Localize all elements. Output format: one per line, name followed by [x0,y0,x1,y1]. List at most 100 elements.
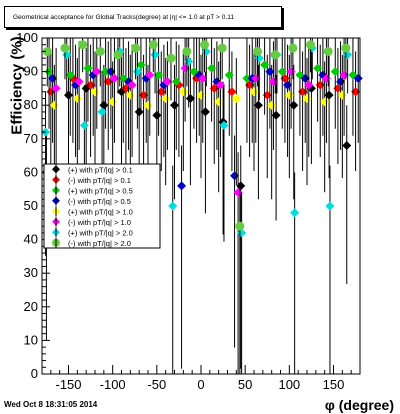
data-point [178,87,188,97]
data-point [253,46,263,56]
data-point [92,67,102,77]
data-point [277,67,287,77]
y-tick-label: 70 [24,131,38,146]
x-axis-label: φ (degree) [324,397,394,413]
data-point [323,46,333,56]
data-point [302,93,312,103]
x-tick-label: 50 [238,377,252,392]
data-point [143,100,153,110]
data-point [288,43,298,53]
legend-box [43,163,161,249]
data-point [337,90,347,100]
data-point [51,83,61,93]
legend-label: (+) with pT/|q| > 0.1 [68,165,133,174]
data-point [207,63,217,73]
y-tick-label: 30 [24,265,38,280]
data-point [72,93,82,103]
data-point [113,50,123,60]
data-point [109,73,119,83]
y-tick-label: 40 [24,232,38,247]
data-point [145,70,155,80]
data-point [154,70,164,80]
x-tick-label: -50 [147,377,166,392]
data-point [108,97,118,107]
data-point [131,43,141,53]
data-point [161,93,171,103]
data-point [64,90,73,100]
legend-label: (+) with pT/|q| > 2.0 [68,228,133,237]
x-tick-label: 100 [278,377,300,392]
data-point [170,100,179,110]
data-point [177,181,187,191]
data-point [235,221,245,231]
y-tick-label: 100 [16,30,38,45]
data-point [341,43,351,53]
legend-label: (-) with pT/|q| > 0.1 [68,176,131,185]
data-point [97,107,107,117]
y-tick-label: 10 [24,332,38,347]
data-point [162,77,172,87]
data-point [74,77,84,87]
data-point [304,80,314,90]
data-point [214,97,224,107]
data-point [253,100,263,110]
data-point [79,120,89,130]
data-point [42,46,52,56]
y-axis-label: Efficiency (%) [8,36,26,135]
data-point [152,110,162,120]
data-point [313,63,323,73]
legend-label: (-) with pT/|q| > 2.0 [68,239,131,248]
data-point [219,120,229,130]
data-point [134,107,144,117]
data-point [217,43,227,53]
x-tick-label: -100 [100,377,126,392]
y-tick-label: 80 [24,97,38,112]
data-point [242,73,252,83]
x-tick-label: 150 [323,377,345,392]
data-point [284,90,294,100]
data-point [83,63,93,73]
timestamp: Wed Oct 8 18:31:05 2014 [4,400,98,409]
data-point [249,87,259,97]
data-point [196,90,206,100]
data-point [148,40,158,50]
data-point [65,70,75,80]
y-tick-label: 60 [24,164,38,179]
chart-title: Geometrical acceptance for Global Tracks… [4,6,282,28]
data-point [342,141,352,151]
legend-label: (-) with pT/|q| > 1.0 [68,218,131,227]
data-point [198,73,208,83]
data-point [182,46,192,56]
data-point [95,46,105,56]
data-point [62,50,72,60]
data-point [215,80,225,90]
data-point [231,93,241,103]
data-point [330,67,340,77]
y-tick-label: 90 [24,64,38,79]
data-point [267,100,277,110]
data-point [60,43,70,53]
data-point [290,208,300,218]
data-point [99,100,109,110]
data-point [254,53,264,63]
data-point [171,77,181,87]
y-tick-label: 0 [31,366,38,381]
axes-layer: 0 10 20 30 40 50 60 70 80 90 100 -150 -100 -50 0 50 100 1… [16,30,352,392]
y-tick-label: 20 [24,299,38,314]
data-point [200,40,210,50]
data-point [306,40,316,50]
data-point [78,40,88,50]
data-point [320,97,330,107]
legend-label: (-) with pT/|q| > 0.5 [68,197,131,206]
x-tick-label: -150 [55,377,81,392]
data-point [136,60,146,70]
data-point [125,90,135,100]
data-point [270,50,280,60]
legend-label: (+) with pT/|q| > 1.0 [68,207,133,216]
data-point [224,70,234,80]
data-point [260,60,270,70]
y-tick-label: 50 [24,198,38,213]
data-point [101,67,111,77]
x-tick-label: 0 [197,377,204,392]
